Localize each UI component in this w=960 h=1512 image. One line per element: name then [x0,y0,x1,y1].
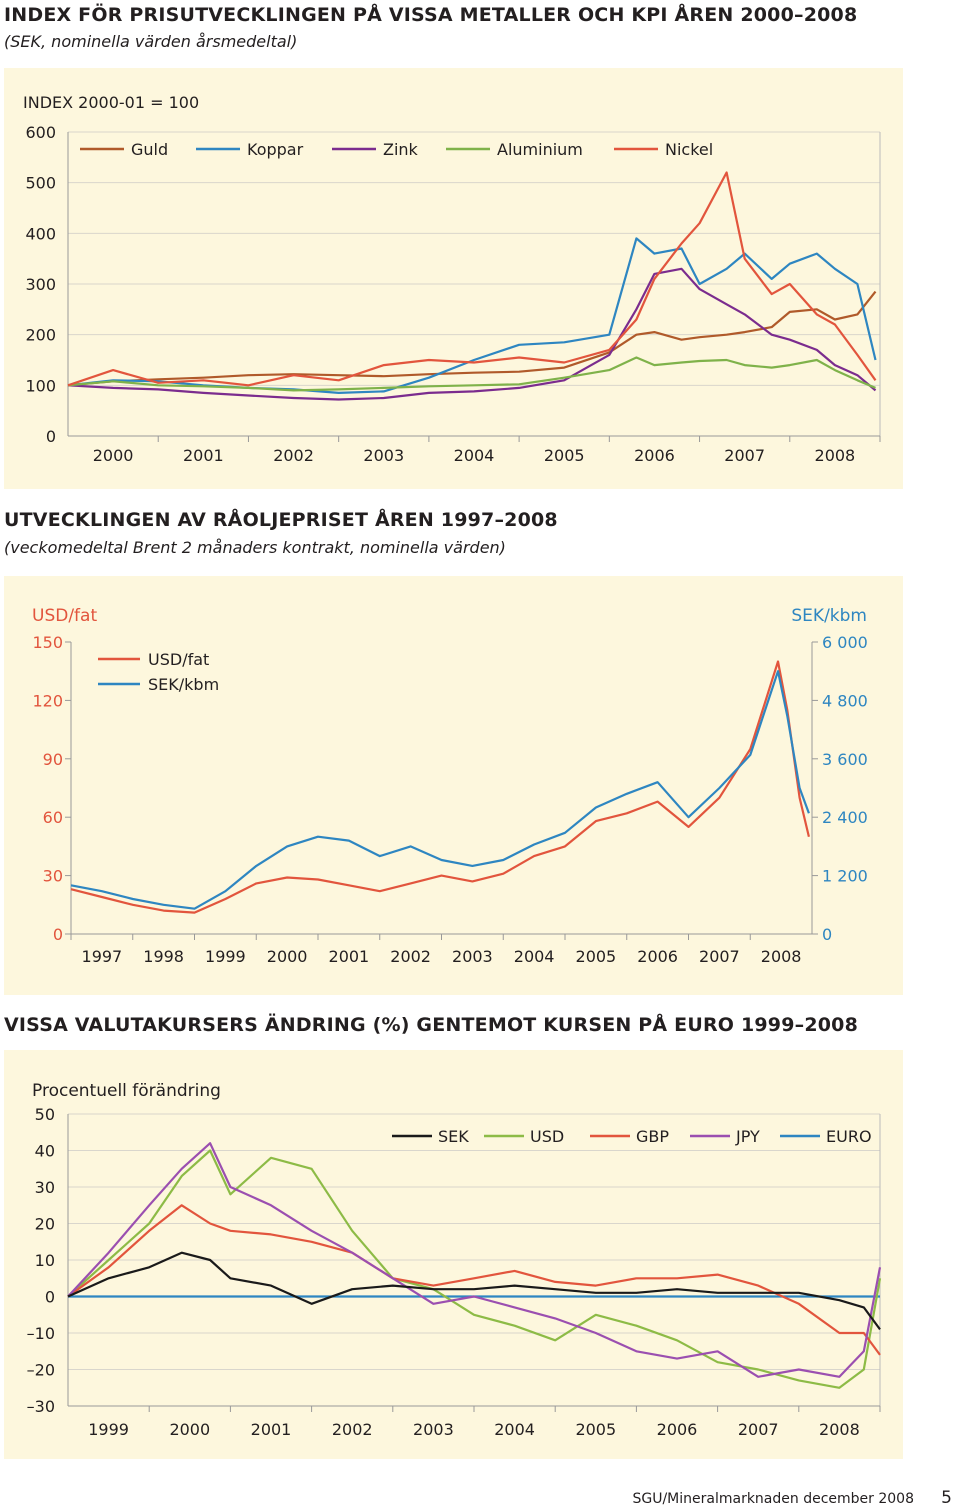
chart2-legend-label: SEK/kbm [148,675,219,694]
chart2-series-sek-kbm [70,670,810,910]
chart2-xtick-label: 1999 [205,947,246,966]
chart3-series-sek [67,1251,881,1331]
chart2-right-tick-label: 3 600 [822,750,868,769]
chart2-right-tick-label: 2 400 [822,808,868,827]
chart1-xtick-label: 2003 [363,446,404,465]
chart3-xtick-label: 2008 [819,1420,860,1439]
chart3-legend-label: EURO [826,1127,872,1146]
chart1-legend-label: Nickel [665,140,713,159]
chart1-xtick-label: 2006 [634,446,675,465]
chart2-xtick-label: 2006 [637,947,678,966]
chart3-svg: Procentuell förändring –30 –20 –10 0 10 20 30 4… [27,1081,882,1439]
chart3-ytick-label: –10 [27,1324,55,1343]
chart2-xtick-label: 2003 [452,947,493,966]
chart3-series-usd [67,1149,882,1389]
chart1-title: INDEX FÖR PRISUTVECKLINGEN PÅ VISSA META… [4,4,858,26]
footer-text: SGU/Mineralmarknaden december 2008 [632,1491,914,1507]
chart2-right-tick-label: 6 000 [822,633,868,652]
chart2-xtick-label: 2002 [390,947,431,966]
chart1-series-zink [67,267,877,401]
chart2-xtick-label: 2000 [267,947,308,966]
chart1-ytick-label: 200 [25,326,56,345]
chart3-ytick-label: 40 [35,1142,55,1161]
chart3-ytick-label: –30 [27,1397,55,1416]
chart1-xtick-label: 2008 [815,446,856,465]
chart1-xtick-label: 2002 [273,446,314,465]
chart2-series-usd-fat [70,660,810,914]
chart3-series-jpy [67,1142,882,1378]
chart3-title: VISSA VALUTAKURSERS ÄNDRING (%) GENTEMOT… [4,1014,859,1036]
chart2-y-left-label: USD/fat [32,606,97,626]
chart3-xtick-label: 2007 [738,1420,779,1439]
chart3-series-gbp [67,1204,881,1356]
chart1-xtick-label: 2004 [454,446,495,465]
chart1-subtitle: (SEK, nominella värden årsmedeltal) [4,32,298,51]
chart1-panel: INDEX 2000-01 = 100 0 100 200 300 400 500 600 2… [4,68,903,489]
chart2-left-tick-label: 0 [53,925,63,944]
chart2-right-tick-label: 0 [822,925,832,944]
chart1-ytick-label: 500 [25,174,56,193]
chart3-ytick-label: 10 [35,1251,55,1270]
chart2-right-tick-label: 4 800 [822,691,868,710]
chart2-xtick-label: 1997 [82,947,123,966]
chart1-series-nickel [67,171,877,387]
chart1-xtick-label: 2000 [93,446,134,465]
chart1-legend-label: Zink [383,140,419,159]
chart2-panel: USD/fat SEK/kbm 0 30 60 90 120 150 0 1 200 2 400… [4,576,903,995]
chart3-xtick-label: 2004 [494,1420,535,1439]
chart1-series-koppar [67,237,877,394]
chart3-legend-label: GBP [636,1127,669,1146]
chart2-left-tick-label: 90 [43,750,63,769]
chart3-xtick-label: 2001 [251,1420,292,1439]
chart2-xtick-label: 2008 [761,947,802,966]
chart1-xtick-label: 2001 [183,446,224,465]
chart1-legend-label: Koppar [247,140,304,159]
chart1-y-label: INDEX 2000-01 = 100 [23,93,199,112]
chart3-xtick-label: 2003 [413,1420,454,1439]
chart2-svg: USD/fat SEK/kbm 0 30 60 90 120 150 0 1 200 2 400… [32,606,868,966]
chart2-xtick-label: 2001 [329,947,370,966]
chart1-legend-label: Aluminium [497,140,583,159]
chart1-xtick-label: 2007 [724,446,765,465]
chart3-xtick-label: 2005 [575,1420,616,1439]
chart1-ytick-label: 0 [46,427,56,446]
chart3-ytick-label: 0 [45,1288,55,1307]
chart2-right-tick-label: 1 200 [822,867,868,886]
chart2-title: UTVECKLINGEN AV RÅOLJEPRISET ÅREN 1997–2… [4,509,558,531]
chart3-ytick-label: 20 [35,1215,55,1234]
chart3-legend-label: SEK [438,1127,469,1146]
chart3-xtick-label: 2000 [169,1420,210,1439]
chart3-y-label: Procentuell förändring [32,1081,221,1101]
chart2-legend-label: USD/fat [148,650,209,669]
chart1-xtick-label: 2005 [544,446,585,465]
chart2-xtick-label: 1998 [143,947,184,966]
chart2-left-tick-label: 120 [32,691,63,710]
chart1-series-aluminium [67,356,876,392]
chart1-ytick-label: 400 [25,224,56,243]
chart2-xtick-label: 2007 [699,947,740,966]
chart1-ytick-label: 300 [25,275,56,294]
chart2-left-tick-label: 150 [32,633,63,652]
chart1-ytick-label: 100 [25,376,56,395]
chart3-ytick-label: –20 [27,1361,55,1380]
chart3-xtick-label: 2002 [332,1420,373,1439]
chart2-left-tick-label: 60 [43,808,63,827]
chart2-xtick-label: 2005 [576,947,617,966]
chart3-ytick-label: 50 [35,1105,55,1124]
chart1-legend-label: Guld [131,140,168,159]
chart1-svg: INDEX 2000-01 = 100 0 100 200 300 400 500 600 2… [23,93,881,465]
chart3-ytick-label: 30 [35,1178,55,1197]
chart2-left-tick-label: 30 [43,867,63,886]
chart3-legend-label: JPY [735,1127,760,1146]
chart2-subtitle: (veckomedeltal Brent 2 månaders kontrakt… [4,538,506,557]
page-number: 5 [941,1488,952,1508]
chart1-ytick-label: 600 [25,123,56,142]
chart3-xtick-label: 2006 [657,1420,698,1439]
chart3-legend-label: USD [530,1127,564,1146]
chart3-xtick-label: 1999 [88,1420,129,1439]
chart3-panel: Procentuell förändring –30 –20 –10 0 10 20 30 4… [4,1050,903,1459]
chart1-series-guld [67,290,877,387]
chart2-y-right-label: SEK/kbm [791,606,867,626]
chart2-xtick-label: 2004 [514,947,555,966]
